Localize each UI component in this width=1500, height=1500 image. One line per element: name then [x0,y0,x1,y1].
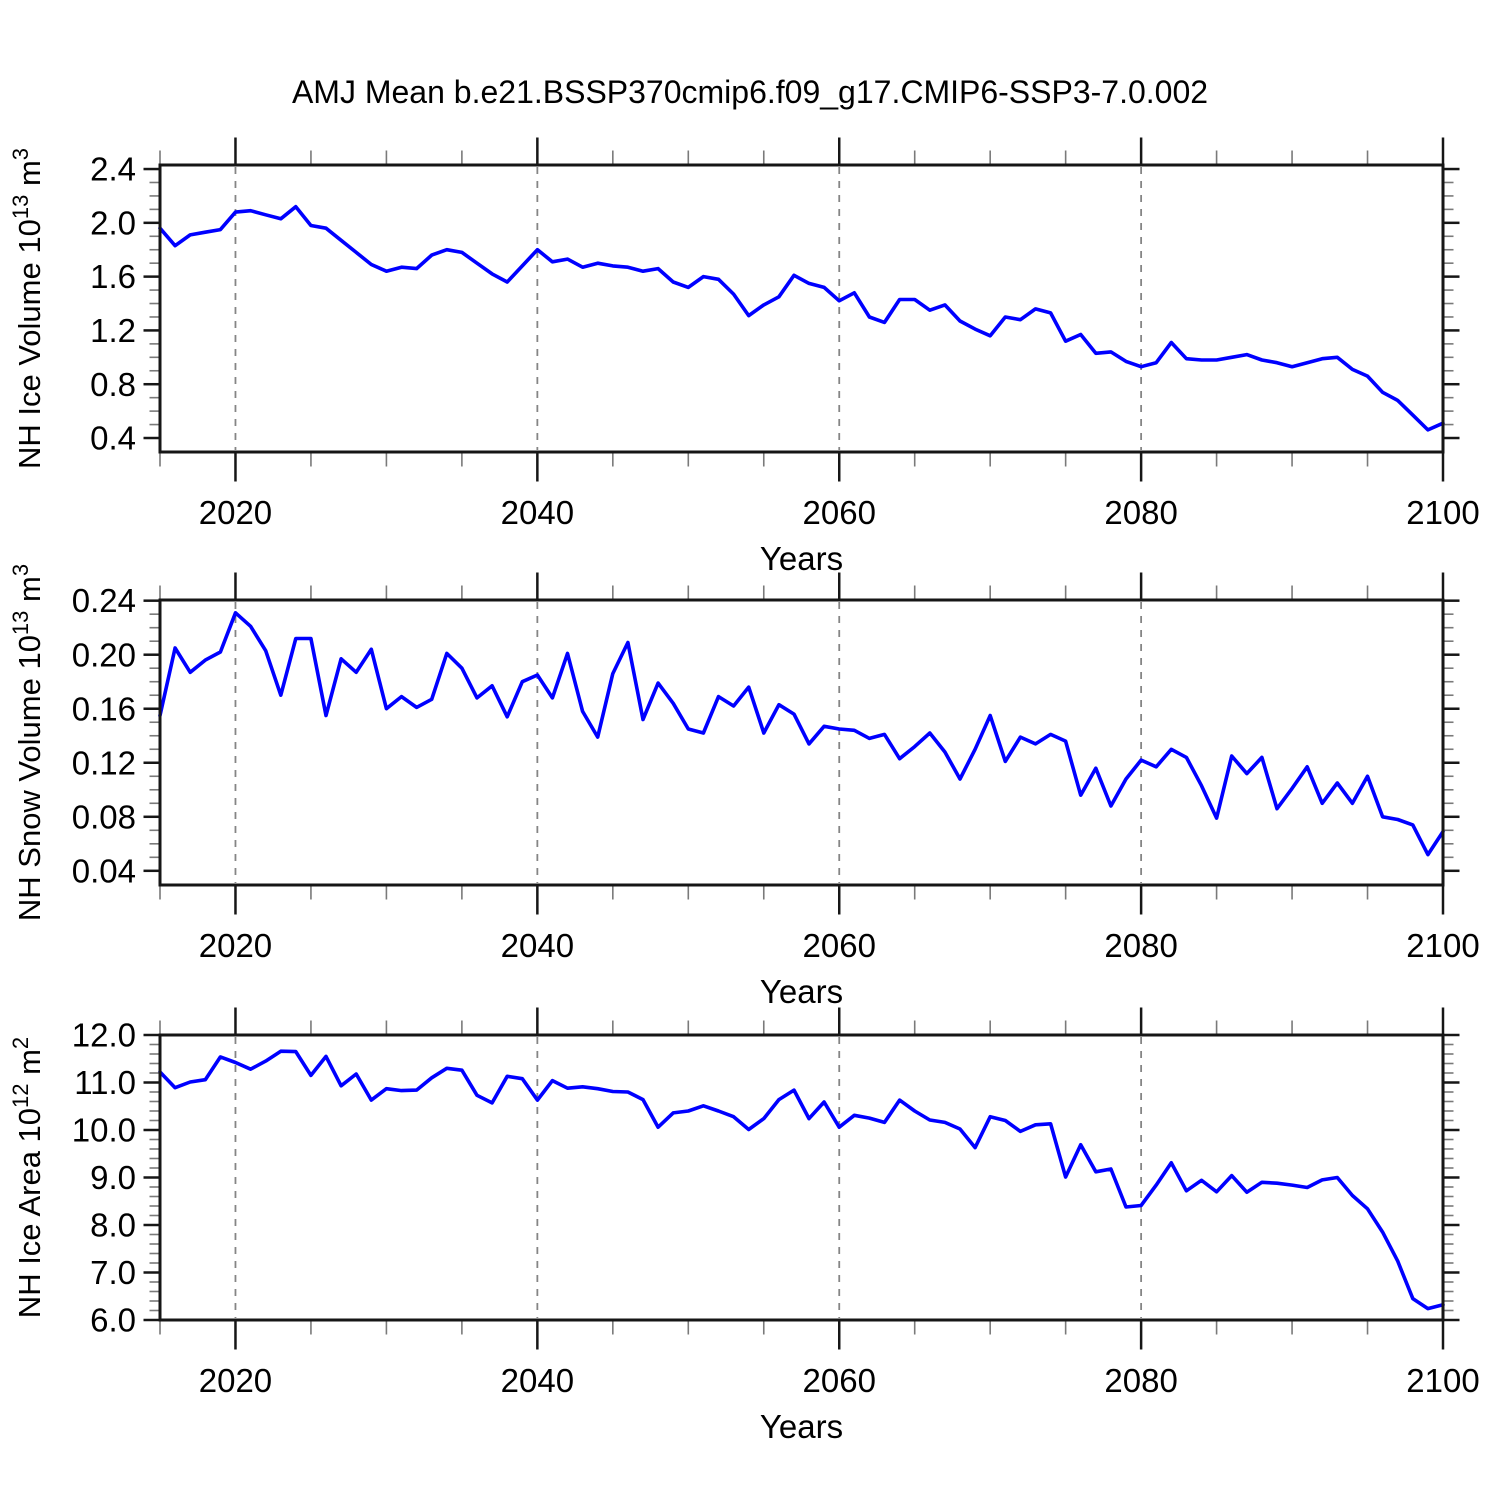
x-tick-label: 2100 [1406,494,1479,531]
y-tick-label: 12.0 [72,1017,136,1054]
x-axis-label: Years [760,540,843,577]
x-tick-label: 2060 [803,494,876,531]
y-tick-label: 0.20 [72,636,136,673]
y-tick-label: 11.0 [74,1064,136,1101]
x-tick-label: 2040 [501,494,574,531]
x-tick-label: 2100 [1406,1362,1479,1399]
panel-nh-ice-area: 12.0 11.0 10.0 9.0 8.0 7.0 6.0 2020 2040 2060 2080… [8,1007,1480,1445]
y-tick-label: 2.0 [90,204,136,241]
x-tick-label: 2040 [501,1362,574,1399]
series-line [158,610,1445,857]
series-line [158,204,1445,432]
x-tick-label: 2040 [501,927,574,964]
y-axis-title: NH Ice Volume 1013 m3 [8,148,47,469]
x-tick-label: 2100 [1406,927,1479,964]
x-tick-label: 2020 [199,927,272,964]
x-tick-label: 2020 [199,494,272,531]
y-tick-label: 6.0 [90,1302,136,1339]
panel-nh-ice-volume: 2.4 2.0 1.6 1.2 0.8 0.4 2020 2040 2060 2080 2100 Ye… [8,137,1480,577]
x-tick-label: 2020 [199,1362,272,1399]
plot-frame [158,163,1445,454]
y-tick-label: 0.12 [72,744,136,781]
x-tick-label: 2060 [803,1362,876,1399]
y-tick-label: 8.0 [90,1207,136,1244]
x-axis-label: Years [760,1408,843,1445]
y-tick-label: 0.08 [72,798,136,835]
plot-frame [158,598,1445,887]
y-tick-label: 10.0 [72,1112,136,1149]
figure-title: AMJ Mean b.e21.BSSP370cmip6.f09_g17.CMIP… [291,74,1209,110]
y-tick-label: 0.04 [72,852,136,889]
x-tick-label: 2080 [1104,494,1177,531]
y-tick-label: 1.2 [90,312,136,349]
panel-nh-snow-volume: 0.24 0.20 0.16 0.12 0.08 0.04 2020 2040 2060 2080… [8,564,1480,1010]
y-tick-label: 2.4 [90,151,136,188]
y-tick-label: 1.6 [90,258,136,295]
x-tick-label: 2080 [1104,1362,1177,1399]
y-tick-label: 0.16 [72,690,136,727]
y-tick-label: 0.24 [72,582,136,619]
x-tick-label: 2060 [803,927,876,964]
y-tick-label: 0.4 [90,420,136,457]
x-axis-label: Years [760,973,843,1010]
y-axis-title: NH Snow Volume 1013 m3 [8,564,47,921]
y-tick-label: 0.8 [90,366,136,403]
y-tick-label: 7.0 [90,1254,136,1291]
series-line [158,1049,1445,1311]
x-tick-label: 2080 [1104,927,1177,964]
y-axis-title: NH Ice Area 1012 m2 [8,1037,47,1318]
y-tick-label: 9.0 [90,1159,136,1196]
plot-frame [158,1033,1445,1322]
